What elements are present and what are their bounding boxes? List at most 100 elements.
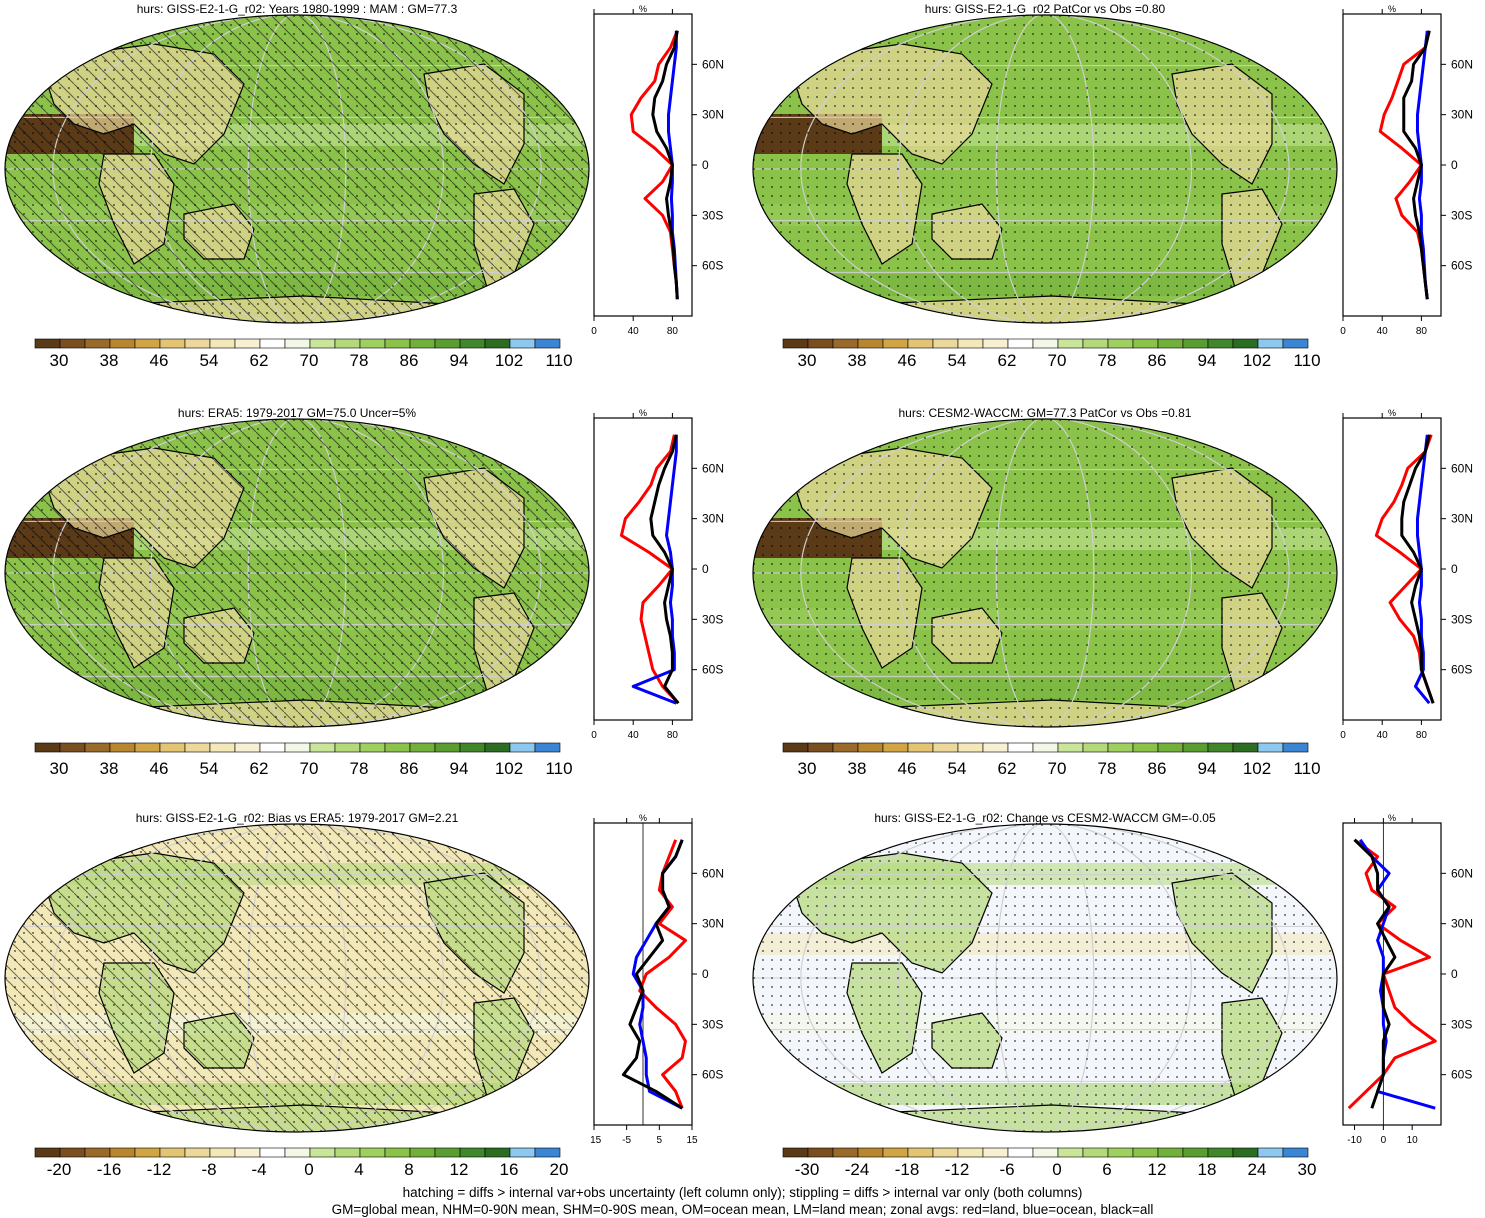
colorbar-tick-label: 86 [1147,759,1167,778]
colorbar-swatch [534,338,561,349]
world-map [752,823,1338,1133]
colorbar-tick-label: 86 [1147,351,1167,370]
colorbar-tick-label: 18 [1197,1160,1217,1179]
colorbar-tick-label: 30 [49,759,69,778]
map-border [4,823,590,1133]
colorbar-swatch [1082,338,1109,349]
colorbar-swatch [334,338,361,349]
colorbar-swatch [459,338,486,349]
colorbar-swatch [907,338,934,349]
colorbar-swatch [1182,742,1209,753]
colorbar-tick-label: -16 [96,1160,122,1179]
colorbar-tick-label: 94 [449,351,469,370]
colorbar-tick-label: 0 [1052,1160,1062,1179]
colorbar-swatch [782,1147,809,1158]
colorbar-tick-label: -30 [794,1160,820,1179]
colorbar-swatch [209,742,236,753]
colorbar-swatch [857,338,884,349]
colorbar-swatch [159,1147,186,1158]
zonal-profile: % 60N 30N 0 30S 60S -10 0 10 [1342,813,1473,1143]
colorbar-swatch [509,1147,536,1158]
colorbar-swatch [409,338,436,349]
profile-line-all [649,434,680,705]
map-border [752,823,1338,1133]
hatching-overlay [5,15,589,323]
x-tick-label: 40 [1377,326,1389,334]
colorbar-swatch [982,742,1009,753]
colorbar-swatch [309,1147,336,1158]
x-tick-label: -15 [590,1135,602,1143]
colorbar-tick-label: -6 [999,1160,1015,1179]
colorbar-tick-label: 70 [299,759,319,778]
zonal-profile: % 60N 30N 0 30S 60S -15 -5 5 15 [590,813,724,1143]
lat-tick-label: 60S [702,259,723,273]
colorbar-swatch [284,742,311,753]
colorbar-swatch [159,338,186,349]
colorbar-swatch [534,742,561,753]
colorbar-swatch [309,338,336,349]
profile-frame [593,417,693,721]
colorbar-swatch [1107,1147,1134,1158]
colorbar-tick-label: 30 [797,759,817,778]
lat-tick-label: 30S [702,208,723,222]
colorbar-swatch [1157,1147,1184,1158]
colorbar-swatch [234,1147,261,1158]
colorbar-swatch [932,1147,959,1158]
colorbar-tick-label: 94 [1197,351,1217,370]
x-tick-label: 0 [591,326,597,334]
colorbar-swatch [1057,1147,1084,1158]
lat-tick-label: 30N [1451,917,1473,931]
colorbar-swatch [1007,338,1034,349]
x-tick-label: 0 [1381,1135,1387,1143]
colorbar-swatch [882,742,909,753]
x-tick-label: 5 [657,1135,663,1143]
colorbar-labels: 30 38 46 54 62 70 78 86 94 102 110 [34,351,573,371]
colorbar-swatch [59,742,86,753]
colorbar-swatch [134,1147,161,1158]
lat-tick-label: 60S [702,1068,723,1082]
world-map [4,14,590,324]
colorbar [782,1147,1309,1158]
x-tick-label: 80 [1416,730,1428,738]
colorbar-tick-label: 38 [99,351,119,370]
colorbar-swatch [857,1147,884,1158]
colorbar-swatch [832,1147,859,1158]
colorbar-tick-label: 102 [1242,759,1272,778]
lat-tick-label: 30N [702,108,724,122]
colorbar-swatch [184,1147,211,1158]
colorbar-swatch [384,338,411,349]
lat-tick-label: 60S [1451,663,1472,677]
colorbar-swatch [1282,1147,1309,1158]
profile-unit-label: % [639,813,647,823]
colorbar-swatch [184,338,211,349]
lat-tick-label: 30N [702,917,724,931]
x-tick-label: 40 [628,326,640,334]
colorbar-swatch [359,1147,386,1158]
colorbar-swatch [1132,338,1159,349]
colorbar-labels: 30 38 46 54 62 70 78 86 94 102 110 [34,759,573,779]
colorbar-swatch [384,742,411,753]
lat-tick-label: 60N [702,461,724,475]
colorbar-tick-label: -4 [251,1160,267,1179]
x-tick-label: 80 [1416,326,1428,334]
colorbar-labels: 30 38 46 54 62 70 78 86 94 102 110 [782,759,1321,779]
panel-title: hurs: GISS-E2-1-G_r02 PatCor vs Obs =0.8… [924,2,1166,16]
lat-tick-label: 60S [1451,1068,1472,1082]
panel-title: hurs: ERA5: 1979-2017 GM=75.0 Uncer=5% [177,406,417,420]
colorbar-swatch [957,742,984,753]
x-tick-label: 40 [628,730,640,738]
x-tick-label: -10 [1347,1135,1362,1143]
colorbar-swatch [1232,1147,1259,1158]
colorbar-tick-label: 78 [1097,759,1117,778]
colorbar-tick-label: 54 [199,759,219,778]
colorbar-swatch [907,742,934,753]
colorbar-swatch [109,338,136,349]
colorbar-swatch [409,742,436,753]
colorbar-tick-label: 12 [449,1160,469,1179]
profile-frame [593,13,693,317]
world-map [752,418,1338,728]
zonal-profile: % 60N 30N 0 30S 60S 0 40 80 [1340,408,1473,738]
map-border [752,418,1338,728]
colorbar-swatch [484,1147,511,1158]
colorbar [782,742,1309,753]
